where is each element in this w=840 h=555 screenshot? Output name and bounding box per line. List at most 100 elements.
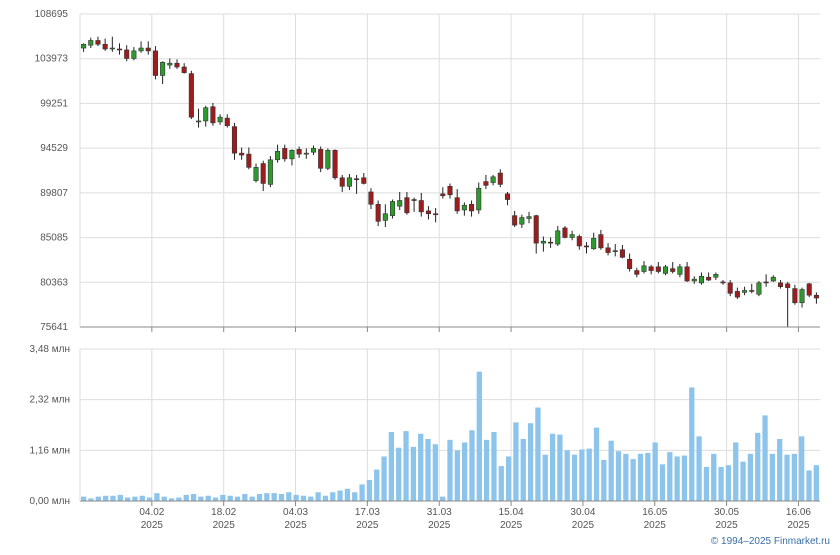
candle-body [533,215,539,244]
volume-bar [623,453,629,501]
x-tick-label-year: 2025 [356,520,379,531]
volume-bar [176,497,182,501]
volume-bar [747,453,754,501]
volume-bar [381,456,387,501]
candle-body [490,176,496,183]
candle-body [777,282,784,287]
volume-bar [139,495,145,501]
volume-bar [418,433,424,501]
x-tick-label-year: 2025 [428,520,451,531]
price-tick-label: 99251 [40,98,68,109]
candle-body [109,47,115,50]
volume-bar [432,444,438,501]
candle-body [670,268,676,272]
candle-body [196,120,202,123]
volume-bar [586,448,592,501]
candle-body [504,193,511,200]
candle-body [655,266,661,272]
volume-bar [777,438,783,501]
volume-bar [300,495,307,501]
candle-body [239,152,245,156]
volume-tick-label: 2,32 млн [30,395,70,406]
x-tick-label-date: 30.05 [714,507,739,518]
volume-bar [183,494,189,501]
volume-bar [557,434,563,501]
candle-body [231,126,237,154]
candle-body [289,150,295,160]
volume-bar [542,454,548,501]
candle-body [303,152,309,155]
volume-bar [117,494,123,501]
volume-bar [549,433,556,501]
candle-body [569,234,575,238]
price-tick-label: 85085 [40,233,68,244]
volume-bar [799,436,805,501]
candle-body [461,204,467,211]
candle-body [447,185,453,196]
volume-bar [337,490,343,501]
price-tick-label: 80363 [40,277,68,288]
candle-body [583,245,590,248]
candle-body [792,288,798,304]
candle-body [619,249,625,258]
volume-bar [103,495,109,501]
candle-body [167,62,173,66]
candle-body [799,289,805,304]
candle-body [634,270,640,275]
volume-bar [220,494,226,501]
volume-bar [769,453,776,501]
candle-body [813,294,819,299]
candle-body [806,283,812,296]
candle-body [677,266,683,275]
volume-bar [242,494,248,501]
candle-body [246,153,252,168]
price-tick-label: 103973 [35,54,69,65]
volume-bar [740,461,746,501]
candle-body [382,213,388,221]
price-tick-label: 94529 [40,143,68,154]
candle-body [641,265,647,272]
volume-bar [227,495,233,501]
volume-tick-label: 3,48 млн [30,344,70,355]
x-tick-label-date: 04.03 [283,507,308,518]
x-tick-label-date: 30.04 [570,507,595,518]
x-tick-label-year: 2025 [787,520,810,531]
x-tick-label-year: 2025 [141,520,164,531]
x-tick-label-date: 04.02 [139,507,164,518]
candle-body [627,258,633,269]
candle-body [339,177,345,187]
volume-bar [81,496,87,501]
candle-body [124,49,130,59]
volume-bar [447,439,453,501]
volume-bar [286,492,292,501]
candle-body [519,217,525,225]
volume-bar [784,454,790,501]
candle-body [116,48,123,51]
x-tick-label-date: 18.02 [211,507,236,518]
volume-bar [615,451,622,501]
candle-body [497,172,503,185]
volume-bar [190,494,197,501]
candle-body [555,230,561,245]
volume-series [81,371,819,501]
candle-body [605,247,611,253]
volume-tick-label: 0,00 млн [30,496,70,507]
volume-bar [498,466,504,501]
volume-bar [476,371,482,501]
candle-body [727,282,733,294]
candle-body [310,148,317,153]
volume-bar [154,493,160,501]
candle-body [389,201,396,216]
x-tick-label-date: 31.03 [427,507,452,518]
candle-body [433,213,439,216]
volume-bar [491,431,497,501]
volume-bar [652,442,658,501]
candle-body [598,234,604,249]
volume-bar [755,432,761,501]
candle-body [698,275,704,284]
candle-body [203,107,209,122]
volume-bar [667,452,673,501]
copyright-text[interactable]: © 1994–2025 Finmarket.ru [710,536,830,547]
candle-body [720,281,726,284]
